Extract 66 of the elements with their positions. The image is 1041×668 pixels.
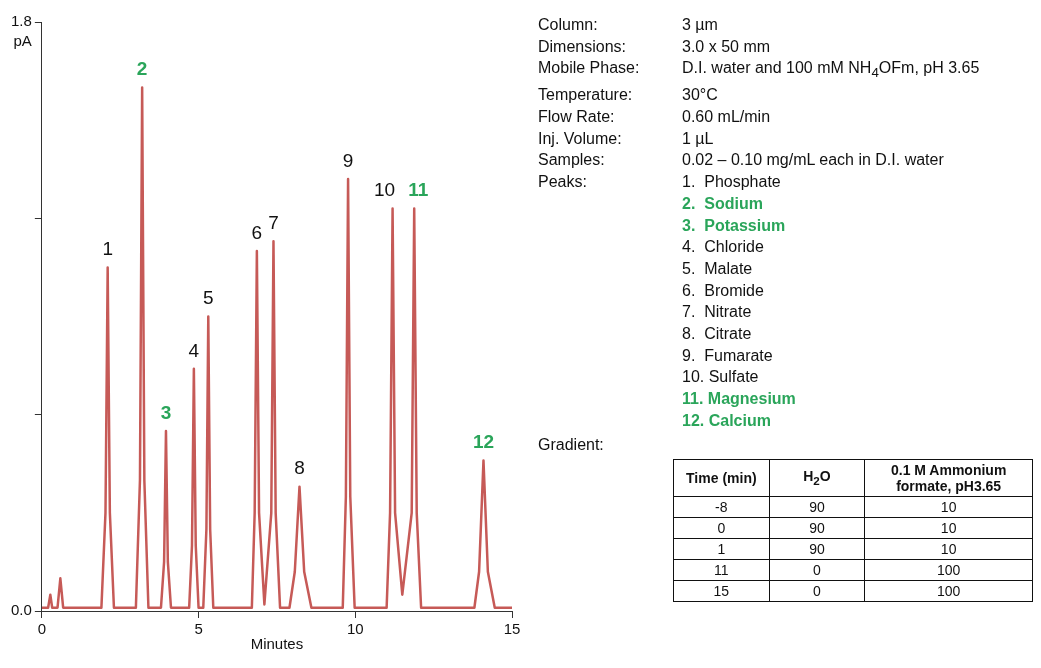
text: 15: [673, 580, 770, 602]
annotation: 6: [251, 221, 263, 243]
text: 90: [769, 517, 865, 539]
text: 2. Sodium: [682, 193, 764, 214]
text: Dimensions:: [538, 36, 628, 57]
annotation: 12: [472, 431, 495, 453]
text: Column:: [538, 15, 599, 35]
text: Inj. Volume:: [538, 128, 623, 149]
annotation: 8: [294, 457, 305, 479]
text: 90: [769, 538, 865, 560]
annotation: 1: [102, 238, 113, 260]
annotation: 4: [188, 339, 200, 361]
text: 9. Fumarate: [682, 345, 774, 366]
text: 1 µL: [682, 128, 714, 149]
annotation: 5: [203, 287, 214, 309]
text: 10: [864, 517, 1033, 539]
text: Time (min): [673, 459, 770, 497]
text: 5. Malate: [682, 258, 754, 279]
text: 3 µm: [682, 15, 718, 35]
text: 3. Potassium: [682, 215, 787, 236]
text: 1. Phosphate: [682, 172, 781, 193]
x-tick-label: 15: [503, 620, 521, 638]
annotation: 11: [408, 179, 429, 201]
annotation: 10: [374, 179, 396, 201]
text: 3.0 x 50 mm: [682, 36, 771, 57]
text: Flow Rate:: [538, 107, 616, 127]
text: -8: [673, 496, 770, 518]
text: 8. Citrate: [682, 324, 753, 345]
text: Peaks:: [538, 172, 588, 193]
text: D.I. water and 100 mM NH$_{4}$OFm, pH 3.65: [682, 58, 980, 83]
text: 0.1 M Ammonium formate, pH3.65: [864, 459, 1033, 497]
x-tick-label: 5: [194, 620, 203, 638]
text: 12. Calcium: [682, 410, 772, 431]
text: 0.60 mL/min: [682, 107, 771, 127]
text: 4. Chloride: [682, 237, 765, 258]
text: 0: [769, 580, 865, 602]
x-axis-title: Minutes: [250, 635, 304, 653]
annotation: 3: [160, 401, 172, 423]
text: 0.02 – 0.10 mg/mL each in D.I. water: [682, 150, 944, 171]
text: Temperature:: [538, 85, 634, 106]
text: 0: [769, 559, 865, 581]
text: 100: [864, 559, 1033, 581]
text: 10: [864, 538, 1033, 560]
x-tick-label: 10: [346, 620, 364, 638]
text: 7. Nitrate: [682, 302, 753, 323]
text: 30°C: [682, 85, 718, 106]
text: 10. Sulfate: [682, 367, 760, 388]
text: 11: [673, 559, 770, 581]
y-axis-title: pA: [13, 31, 32, 49]
annotation: 7: [268, 211, 279, 233]
text: 100: [864, 580, 1033, 602]
text: H$_{2}$O: [769, 459, 865, 497]
text: 1: [673, 538, 770, 560]
text: 6. Bromide: [682, 280, 765, 301]
annotation: 2: [136, 58, 148, 80]
text: Samples:: [538, 150, 606, 171]
text: Gradient:: [538, 434, 605, 455]
text: 10: [864, 496, 1033, 518]
text: 11. Magnesium: [682, 389, 797, 410]
x-tick-label: 0: [37, 620, 47, 638]
text: 90: [769, 496, 865, 518]
y-tick-label: 0.0: [10, 601, 32, 619]
annotation: 9: [342, 149, 354, 171]
y-tick-label: 1.8: [10, 12, 32, 30]
text: 0: [673, 517, 770, 539]
text: Mobile Phase:: [538, 58, 641, 79]
